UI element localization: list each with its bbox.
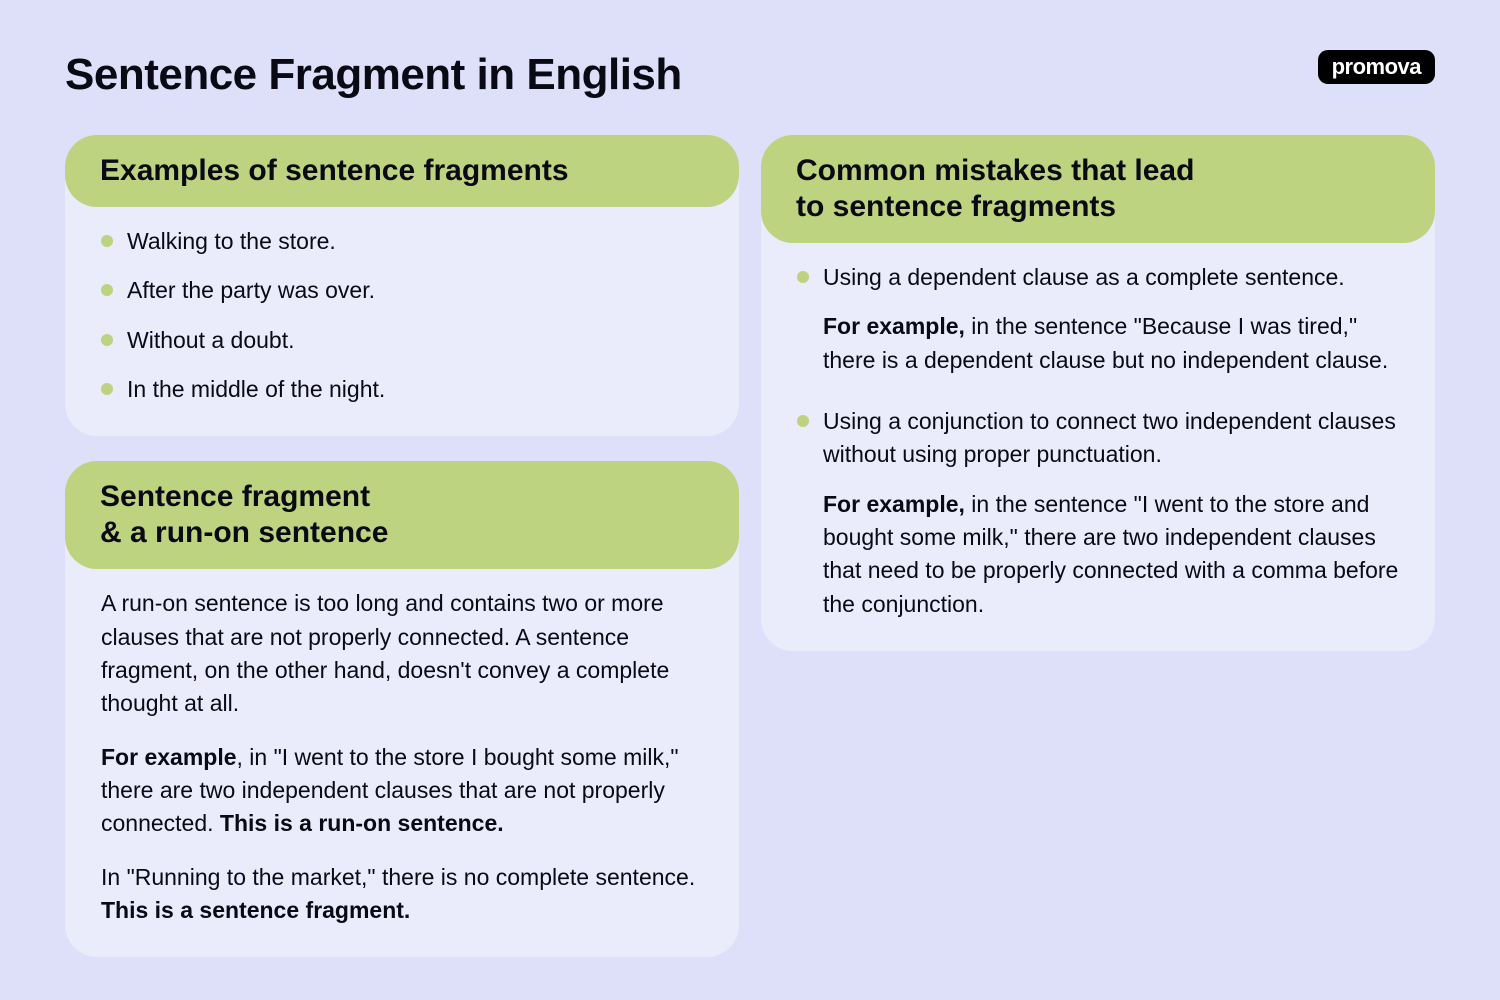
examples-card: Examples of sentence fragments Walking t… [65,135,739,436]
list-item: After the party was over. [101,274,703,307]
bullet-icon [101,334,113,346]
runon-example-para: For example, in "I went to the store I b… [101,741,703,841]
list-item-text: In the middle of the night. [127,373,385,406]
examples-header: Examples of sentence fragments [65,135,739,207]
bullet-icon [797,271,809,283]
mistake-item: Using a dependent clause as a complete s… [797,261,1399,377]
mistake-item: Using a conjunction to connect two indep… [797,405,1399,621]
mistakes-body: Using a dependent clause as a complete s… [761,213,1435,651]
list-item: Without a doubt. [101,324,703,357]
runon-frag-para: In "Running to the market," there is no … [101,861,703,928]
page-title: Sentence Fragment in English [65,50,682,100]
for-example-label: For example, [823,313,965,339]
runon-header: Sentence fragment & a run-on sentence [65,461,739,569]
mistake-explanation: For example, in the sentence "I went to … [823,488,1399,621]
runon-frag-bold: This is a sentence fragment. [101,897,410,923]
runon-example-bold: This is a run-on sentence. [220,810,504,836]
examples-body: Walking to the store. After the party wa… [65,177,739,436]
mistake-point-row: Using a conjunction to connect two indep… [797,405,1399,472]
mistake-explanation: For example, in the sentence "Because I … [823,310,1399,377]
runon-body: A run-on sentence is too long and contai… [65,539,739,957]
bullet-icon [101,284,113,296]
header-row: Sentence Fragment in English promova [65,50,1435,100]
mistakes-title-line2: to sentence fragments [796,190,1116,223]
mistake-point-row: Using a dependent clause as a complete s… [797,261,1399,294]
mistakes-title-line1: Common mistakes that lead [796,154,1194,187]
bullet-icon [101,235,113,247]
list-item-text: After the party was over. [127,274,375,307]
bullet-icon [101,383,113,395]
mistake-point: Using a dependent clause as a complete s… [823,261,1345,294]
list-item: In the middle of the night. [101,373,703,406]
brand-logo: promova [1318,50,1435,84]
mistake-point: Using a conjunction to connect two indep… [823,405,1399,472]
runon-title-line1: Sentence fragment [100,480,370,513]
left-column: Examples of sentence fragments Walking t… [65,135,739,957]
for-example-label: For example, [823,491,965,517]
content-columns: Examples of sentence fragments Walking t… [65,135,1435,957]
for-example-label: For example [101,744,237,770]
runon-title-line2: & a run-on sentence [100,516,388,549]
examples-list: Walking to the store. After the party wa… [101,225,703,406]
mistakes-header: Common mistakes that lead to sentence fr… [761,135,1435,243]
list-item-text: Walking to the store. [127,225,336,258]
mistakes-card: Common mistakes that lead to sentence fr… [761,135,1435,651]
runon-frag-text: In "Running to the market," there is no … [101,864,695,890]
list-item-text: Without a doubt. [127,324,295,357]
runon-intro: A run-on sentence is too long and contai… [101,587,703,720]
bullet-icon [797,415,809,427]
runon-card: Sentence fragment & a run-on sentence A … [65,461,739,957]
right-column: Common mistakes that lead to sentence fr… [761,135,1435,957]
list-item: Walking to the store. [101,225,703,258]
